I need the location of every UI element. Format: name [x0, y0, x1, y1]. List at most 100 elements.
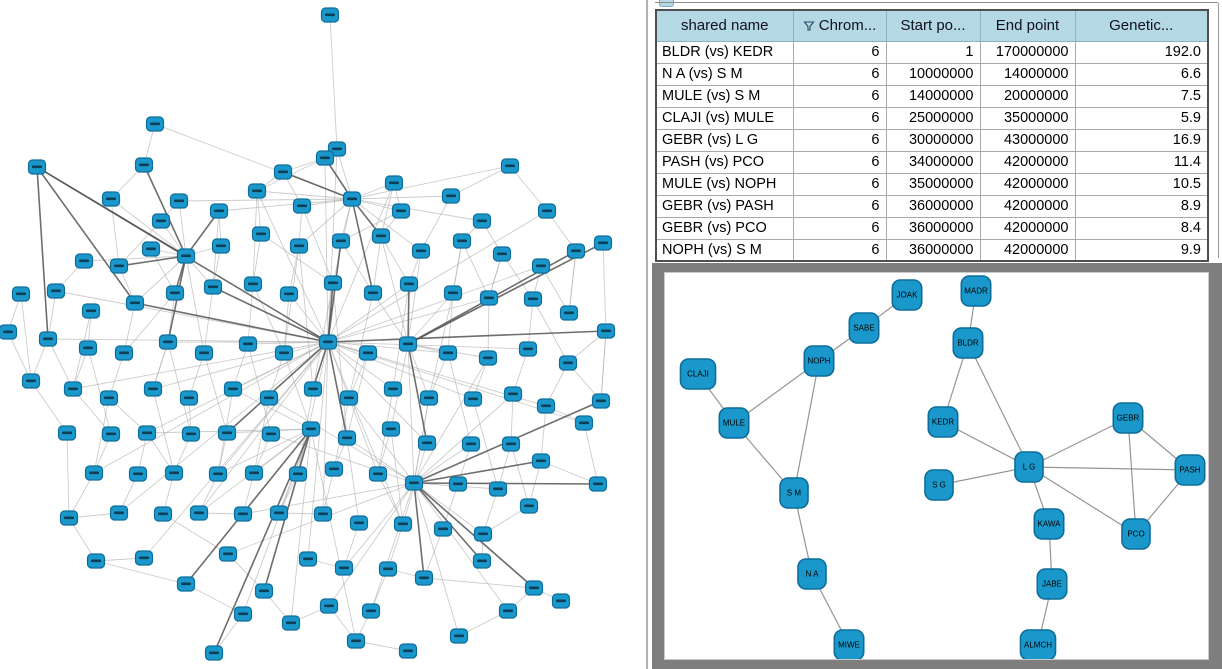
- overview-network-node[interactable]: [518, 341, 538, 357]
- column-header-start-po-[interactable]: Start po...: [885, 10, 981, 42]
- cell-value[interactable]: 36000000: [885, 194, 981, 218]
- overview-network-node[interactable]: [378, 561, 398, 577]
- overview-network-node[interactable]: [211, 238, 231, 254]
- cell-shared-name[interactable]: PASH (vs) PCO: [655, 150, 794, 174]
- detail-network-node-almch[interactable]: ALMCH: [1019, 629, 1057, 659]
- overview-network-node[interactable]: [531, 453, 551, 469]
- overview-network-node[interactable]: [503, 386, 523, 402]
- overview-network-node[interactable]: [593, 235, 613, 251]
- overview-network-node[interactable]: [218, 546, 238, 562]
- cell-shared-name[interactable]: N A (vs) S M: [655, 62, 794, 86]
- overview-network-node[interactable]: [298, 551, 318, 567]
- overview-network-node[interactable]: [492, 246, 512, 262]
- cell-value[interactable]: 14000000: [979, 62, 1076, 86]
- overview-network-node[interactable]: [288, 466, 308, 482]
- overview-network-node[interactable]: [478, 350, 498, 366]
- overview-network-node[interactable]: [11, 286, 31, 302]
- overview-network-node[interactable]: [86, 553, 106, 569]
- detail-network-node-kawa[interactable]: KAWA: [1033, 508, 1065, 540]
- column-header-end-point[interactable]: End point: [979, 10, 1076, 42]
- cell-value[interactable]: 8.9: [1074, 194, 1209, 218]
- filter-funnel-icon[interactable]: [803, 20, 815, 32]
- cell-value[interactable]: 35000000: [979, 106, 1076, 130]
- overview-network-node[interactable]: [441, 188, 461, 204]
- overview-network-node[interactable]: [498, 603, 518, 619]
- overview-network-node[interactable]: [269, 505, 289, 521]
- detail-network-node-pco[interactable]: PCO: [1121, 518, 1151, 550]
- detail-network-node-bldr[interactable]: BLDR: [952, 327, 984, 359]
- column-header-genetic-[interactable]: Genetic...: [1074, 10, 1209, 42]
- overview-network-node[interactable]: [141, 241, 161, 257]
- overview-network-node[interactable]: [303, 381, 323, 397]
- overview-network-node[interactable]: [223, 381, 243, 397]
- overview-network-node[interactable]: [391, 203, 411, 219]
- overview-network-node[interactable]: [38, 331, 58, 347]
- overview-network-node[interactable]: [181, 426, 201, 442]
- overview-network-node[interactable]: [0, 324, 18, 340]
- overview-network-node[interactable]: [194, 345, 214, 361]
- overview-network-node[interactable]: [292, 198, 312, 214]
- overview-network-node[interactable]: [261, 426, 281, 442]
- table-row[interactable]: MULE (vs) NOPH 6 35000000 42000000 10.5: [655, 172, 1209, 196]
- overview-network-node[interactable]: [153, 506, 173, 522]
- detail-network-node-noph[interactable]: NOPH: [803, 345, 835, 377]
- cell-value[interactable]: 6: [792, 172, 887, 196]
- overview-network-node[interactable]: [501, 436, 521, 452]
- detail-network-node-gebr[interactable]: GEBR: [1112, 402, 1144, 434]
- cell-value[interactable]: 6: [792, 40, 887, 64]
- table-row[interactable]: CLAJI (vs) MULE 6 25000000 35000000 5.9: [655, 106, 1209, 130]
- overview-network-node[interactable]: [339, 390, 359, 406]
- overview-network-node[interactable]: [233, 506, 253, 522]
- cell-value[interactable]: 11.4: [1074, 150, 1209, 174]
- cell-value[interactable]: 6: [792, 194, 887, 218]
- cell-value[interactable]: 42000000: [979, 172, 1076, 196]
- overview-network-node[interactable]: [281, 615, 301, 631]
- cell-shared-name[interactable]: GEBR (vs) PCO: [655, 216, 794, 240]
- detail-network-node-n-a[interactable]: N A: [797, 558, 827, 590]
- cell-value[interactable]: 42000000: [979, 194, 1076, 218]
- cell-value[interactable]: 42000000: [979, 238, 1076, 262]
- overview-network-node[interactable]: [551, 593, 571, 609]
- table-row[interactable]: GEBR (vs) L G 6 30000000 43000000 16.9: [655, 128, 1209, 152]
- table-row[interactable]: N A (vs) S M 6 10000000 14000000 6.6: [655, 62, 1209, 86]
- overview-network-node[interactable]: [203, 279, 223, 295]
- overview-network-node[interactable]: [101, 191, 121, 207]
- overview-network-node[interactable]: [247, 183, 267, 199]
- overview-network-node[interactable]: [319, 598, 339, 614]
- cell-value[interactable]: 6: [792, 84, 887, 108]
- table-row[interactable]: PASH (vs) PCO 6 34000000 42000000 11.4: [655, 150, 1209, 174]
- overview-network-node[interactable]: [254, 583, 274, 599]
- overview-network-node[interactable]: [419, 390, 439, 406]
- overview-network-node[interactable]: [165, 285, 185, 301]
- overview-network-node[interactable]: [588, 476, 608, 492]
- overview-network-node[interactable]: [114, 345, 134, 361]
- overview-network-node[interactable]: [21, 373, 41, 389]
- overview-network-node[interactable]: [524, 580, 544, 596]
- cell-value[interactable]: 35000000: [885, 172, 981, 196]
- detail-network-node-joak[interactable]: JOAK: [891, 279, 923, 311]
- cell-shared-name[interactable]: MULE (vs) S M: [655, 84, 794, 108]
- overview-network-node[interactable]: [591, 393, 611, 409]
- detail-network-node-mule[interactable]: MULE: [718, 407, 750, 439]
- overview-network-node[interactable]: [84, 465, 104, 481]
- cell-value[interactable]: 5.9: [1074, 106, 1209, 130]
- overview-network-node[interactable]: [320, 7, 340, 23]
- cell-value[interactable]: 6.6: [1074, 62, 1209, 86]
- detail-network-node-pash[interactable]: PASH: [1174, 454, 1206, 486]
- cell-value[interactable]: 30000000: [885, 128, 981, 152]
- cell-shared-name[interactable]: NOPH (vs) S M: [655, 238, 794, 262]
- overview-network-node[interactable]: [209, 203, 229, 219]
- overview-network-node[interactable]: [164, 465, 184, 481]
- overview-network-node[interactable]: [238, 336, 258, 352]
- overview-network-node[interactable]: [251, 226, 271, 242]
- overview-network-node[interactable]: [363, 285, 383, 301]
- overview-network-node[interactable]: [358, 345, 378, 361]
- table-scrollbar-track[interactable]: [1218, 3, 1222, 258]
- overview-network-node[interactable]: [500, 158, 520, 174]
- cell-shared-name[interactable]: CLAJI (vs) MULE: [655, 106, 794, 130]
- overview-network-node[interactable]: [259, 390, 279, 406]
- overview-network-node[interactable]: [414, 570, 434, 586]
- overview-network-node[interactable]: [331, 233, 351, 249]
- overview-network-node[interactable]: [145, 116, 165, 132]
- overview-network-node[interactable]: [452, 233, 472, 249]
